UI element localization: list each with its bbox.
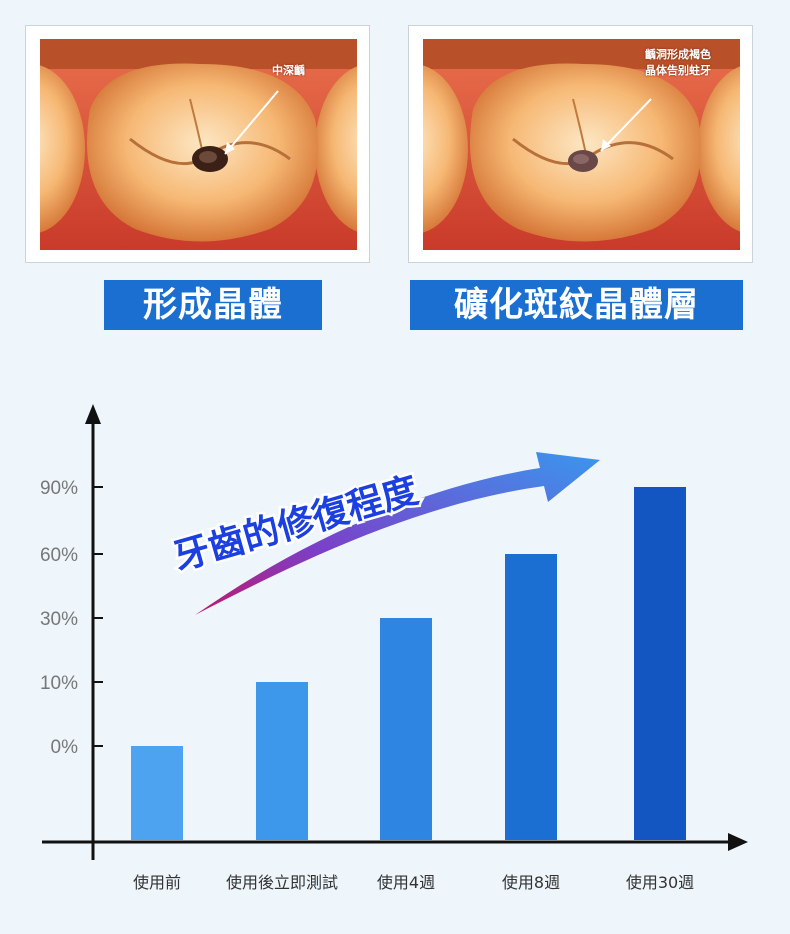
mineral-label-line2: 晶体告别蛀牙 (645, 64, 711, 77)
bar-1 (256, 682, 308, 840)
y-axis-arrowhead (85, 404, 101, 424)
caption-crystal-formation: 形成晶體 (104, 280, 322, 330)
x-tick-label: 使用前 (133, 873, 181, 892)
x-tick-label: 使用後立即測試 (226, 873, 338, 892)
trend-arrow (195, 452, 600, 615)
y-tick-label: 30% (40, 609, 78, 630)
cavity-label: 中深齲 (272, 64, 305, 77)
x-axis-arrowhead (728, 833, 748, 851)
y-tick-label: 10% (40, 673, 78, 694)
y-tick-label: 60% (40, 545, 78, 566)
chart-axes (42, 404, 748, 860)
y-tick-label: 0% (51, 737, 79, 758)
tooth-photo-mineralized: 齲洞形成褐色 晶体告别蛀牙 (423, 39, 740, 250)
bar-4 (634, 487, 686, 840)
y-tick-label: 90% (40, 478, 78, 499)
trend-arrow-shape (195, 452, 600, 615)
bar-0 (131, 746, 183, 840)
x-tick-label: 使用4週 (377, 873, 435, 892)
caption-mineralized-layer: 礦化斑紋晶體層 (410, 280, 743, 330)
tooth-photo-panel-after: 齲洞形成褐色 晶体告别蛀牙 (408, 25, 753, 263)
repair-bar-chart: 0%10%30%60%90% 使用前 使用後立即測試 使用4週 使用8週 使用30週 牙… (40, 404, 748, 892)
bar-3 (505, 554, 557, 840)
tooth-photo-cavity: 中深齲 (40, 39, 357, 250)
bar-2 (380, 618, 432, 840)
x-tick-label: 使用30週 (626, 873, 694, 892)
mineral-label-line1: 齲洞形成褐色 (645, 48, 711, 61)
tooth-photo-panel-before: 中深齲 (25, 25, 370, 263)
x-tick-label: 使用8週 (502, 873, 560, 892)
